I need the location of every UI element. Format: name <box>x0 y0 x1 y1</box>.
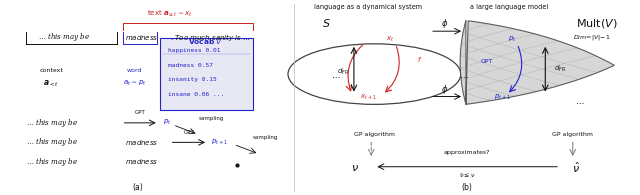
Text: sampling: sampling <box>253 135 278 140</box>
Text: $Dim\!=\!|V|\!-\!1$: $Dim\!=\!|V|\!-\!1$ <box>573 33 611 42</box>
Text: GP algorithm: GP algorithm <box>552 132 593 137</box>
Text: $\cdots$: $\cdots$ <box>575 97 584 106</box>
Text: $x_{t+1}$: $x_{t+1}$ <box>360 93 376 102</box>
Text: GPT: GPT <box>184 129 194 135</box>
Text: (b): (b) <box>462 183 472 192</box>
Text: GPT: GPT <box>480 59 493 64</box>
Text: $\mathit{madness}$: $\mathit{madness}$ <box>125 138 158 147</box>
Text: a large language model: a large language model <box>470 4 548 10</box>
Text: $\nu$: $\nu$ <box>351 163 359 173</box>
Text: $S$: $S$ <box>322 17 331 29</box>
Text: context: context <box>39 68 63 73</box>
Text: GPT: GPT <box>135 110 145 115</box>
Text: GP algorithm: GP algorithm <box>354 132 395 137</box>
Text: . $\mathit{Too\ much\ sanity\ is}$ $\ldots$: . $\mathit{Too\ much\ sanity\ is}$ $\ldo… <box>170 32 250 43</box>
Text: language as a dynamical system: language as a dynamical system <box>314 4 422 10</box>
Text: $x_t$: $x_t$ <box>386 34 395 44</box>
Text: $\phi$: $\phi$ <box>441 83 449 96</box>
Text: $\mathit{madness}$: $\mathit{madness}$ <box>125 157 158 166</box>
Text: $\ldots$ this may be: $\ldots$ this may be <box>26 156 77 168</box>
Text: approximates?: approximates? <box>444 150 490 155</box>
Text: $a_t \sim p_t$: $a_t \sim p_t$ <box>123 79 146 89</box>
Text: $\ldots$ this may be: $\ldots$ this may be <box>26 136 77 148</box>
Text: $p_{t+1}$: $p_{t+1}$ <box>494 93 511 102</box>
Text: insane 0.06 ...: insane 0.06 ... <box>168 92 224 97</box>
Text: sampling: sampling <box>198 116 224 121</box>
Text: $p_{t+1}$: $p_{t+1}$ <box>211 138 228 147</box>
FancyBboxPatch shape <box>160 38 253 110</box>
Text: text $\boldsymbol{a}_{\geq t} \sim x_t$: text $\boldsymbol{a}_{\geq t} \sim x_t$ <box>147 9 193 19</box>
Text: $\mathrm{Mult}(V)$: $\mathrm{Mult}(V)$ <box>576 17 618 30</box>
Text: word: word <box>127 68 142 73</box>
Text: Vocab $V$: Vocab $V$ <box>188 37 224 46</box>
Text: $\phi$: $\phi$ <box>441 17 449 30</box>
Polygon shape <box>460 20 614 104</box>
Text: $\boldsymbol{a}_{<t}$: $\boldsymbol{a}_{<t}$ <box>43 79 60 89</box>
Text: $\mathit{madness}$: $\mathit{madness}$ <box>125 33 158 42</box>
Text: $d_{\rm FR}$: $d_{\rm FR}$ <box>554 64 566 74</box>
Text: $\hat{\nu}$: $\hat{\nu}$ <box>572 160 580 175</box>
Text: $\cdots$: $\cdots$ <box>332 71 340 80</box>
Text: $\cdots$: $\cdots$ <box>460 71 468 80</box>
Text: insanity 0.15: insanity 0.15 <box>168 77 216 82</box>
Text: $p_t$: $p_t$ <box>163 118 172 128</box>
Text: $d_{\rm FR}$: $d_{\rm FR}$ <box>337 67 350 77</box>
Text: madness 0.57: madness 0.57 <box>168 63 212 68</box>
Text: $\ldots$ this may be: $\ldots$ this may be <box>26 117 77 129</box>
Text: $p_t$: $p_t$ <box>508 34 516 44</box>
Text: $\ldots$ this may be: $\ldots$ this may be <box>38 31 90 43</box>
Text: (a): (a) <box>132 183 143 192</box>
Text: happiness 0.01: happiness 0.01 <box>168 48 220 53</box>
Text: $f$: $f$ <box>417 55 422 64</box>
Text: $\hat{\nu} \leq \nu$: $\hat{\nu} \leq \nu$ <box>459 171 476 180</box>
